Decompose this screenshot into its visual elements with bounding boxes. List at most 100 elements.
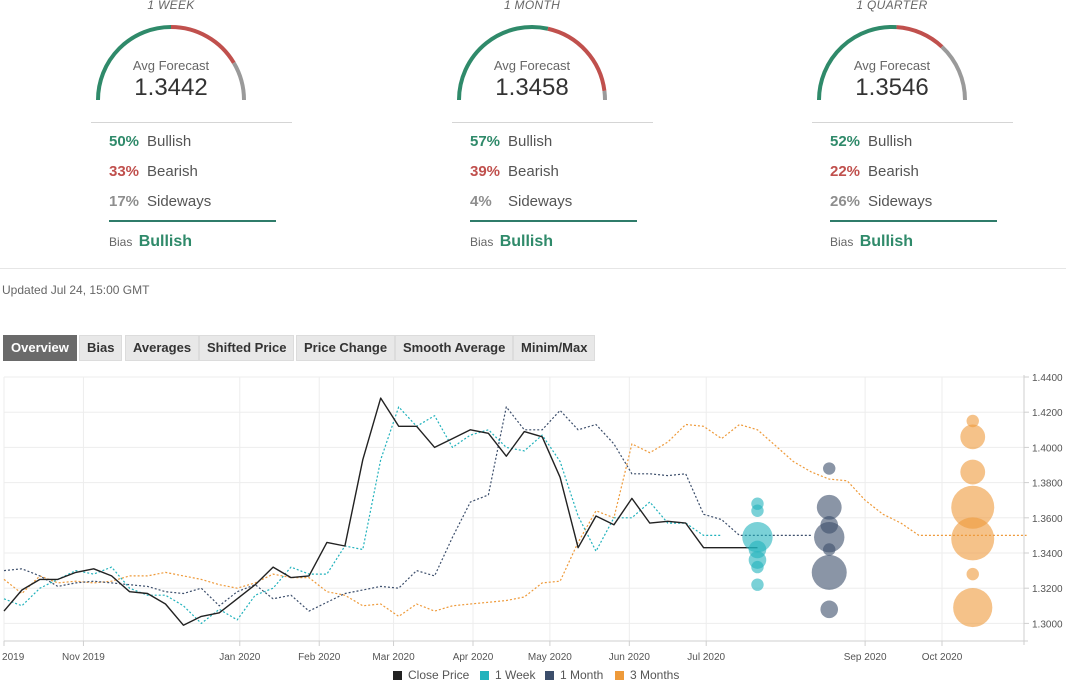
forecast-bubble[interactable] — [751, 504, 764, 517]
panel-title: 1 WEEK — [147, 0, 195, 12]
updated-timestamp: Updated Jul 24, 15:00 GMT — [2, 283, 150, 297]
bearish-pct: 33% — [109, 163, 140, 180]
forecast-bubble[interactable] — [960, 424, 986, 450]
forecast-bubble[interactable] — [966, 567, 979, 581]
panel-divider — [452, 122, 653, 123]
gauge-label: Avg Forecast — [132, 58, 210, 73]
forecast-bubble[interactable] — [820, 600, 839, 619]
grid — [3, 376, 1024, 641]
avg-forecast-value: 1.3442 — [134, 74, 208, 101]
forecast-bubble[interactable] — [951, 517, 995, 561]
gauge-arc-bullish — [457, 25, 549, 101]
panel-title: 1 MONTH — [503, 0, 561, 12]
x-tick-label: Feb 2020 — [298, 652, 341, 663]
forecast-gauge — [96, 25, 246, 101]
bearish-stat: 33% Bearish — [109, 163, 198, 180]
panel-title: 1 QUARTER — [856, 0, 928, 12]
x-tick-label: Mar 2020 — [372, 652, 415, 663]
forecast-bubble[interactable] — [814, 521, 845, 553]
bearish-stat: 22% Bearish — [830, 163, 919, 180]
bias-label: Bias — [109, 235, 133, 249]
y-tick-label: 1.4000 — [1032, 443, 1063, 454]
forecast-chart: 1.3000 1.3200 1.3400 1.3600 1.3800 1.4000 1.42… — [0, 373, 1063, 663]
forecast-bubble[interactable] — [951, 485, 995, 529]
forecast-bubble[interactable] — [823, 462, 836, 475]
tab-averages[interactable]: Averages — [125, 335, 200, 361]
forecast-gauge — [457, 25, 607, 101]
gauge-arc-sideways — [940, 45, 967, 101]
panel-divider — [812, 122, 1013, 123]
tab-minim-max[interactable]: Minim/Max — [513, 335, 596, 361]
x-tick-label: Nov 2019 — [62, 652, 105, 663]
avg-forecast-value: 1.3458 — [495, 74, 569, 101]
tab-price-change[interactable]: Price Change — [296, 335, 396, 361]
bullish-label: Bullish — [868, 133, 913, 150]
series-line-3-months[interactable] — [3, 423, 1027, 617]
forecast-bubble[interactable] — [960, 459, 986, 485]
avg-forecast-value: 1.3546 — [855, 74, 929, 101]
forecast-bubble[interactable] — [816, 494, 842, 520]
gauge-arc-bearish — [896, 25, 944, 49]
forecast-bubble[interactable] — [811, 554, 847, 590]
bias-value: Bullish — [859, 233, 914, 250]
y-tick-label: 1.3800 — [1032, 479, 1063, 490]
legend-swatch — [615, 671, 624, 680]
bullish-stat: 50% Bullish — [109, 133, 191, 150]
forecast-bubble[interactable] — [953, 587, 993, 628]
legend-label: Close Price — [408, 668, 470, 682]
x-tick-label: Sep 2020 — [844, 652, 887, 663]
legend-1-week[interactable]: 1 Week — [480, 668, 535, 682]
gauge-arc-sideways — [232, 61, 246, 101]
forecast-panel-month: 1 MONTH Avg Forecast 1.3458 57% Bullish 3… — [382, 0, 682, 262]
y-tick-label: 1.3200 — [1032, 584, 1063, 595]
sideways-label: Sideways — [508, 193, 573, 210]
series-line-close-price[interactable] — [3, 397, 758, 626]
bullish-stat: 52% Bullish — [830, 133, 912, 150]
tab-overview[interactable]: Overview — [3, 335, 77, 361]
x-tick-label: Oct 2020 — [922, 652, 963, 663]
bias-divider — [109, 220, 276, 222]
tab-shifted-price[interactable]: Shifted Price — [199, 335, 295, 361]
bias: Bias Bullish — [470, 233, 553, 251]
gauge-arc-sideways — [602, 90, 607, 101]
forecast-bubbles-1-month — [811, 462, 847, 619]
forecast-bubbles-3-months — [951, 414, 995, 628]
tab-bias[interactable]: Bias — [79, 335, 123, 361]
forecast-panel-quarter: 1 QUARTER Avg Forecast 1.3546 52% Bullish… — [742, 0, 1042, 262]
forecast-bubble[interactable] — [742, 521, 773, 553]
sideways-pct: 4% — [470, 193, 492, 210]
legend-label: 3 Months — [630, 668, 680, 682]
legend-1-month[interactable]: 1 Month — [545, 668, 603, 682]
bullish-label: Bullish — [147, 133, 192, 150]
x-tick-label: May 2020 — [528, 652, 572, 663]
legend-close-price[interactable]: Close Price — [393, 668, 469, 682]
tab-smooth-average[interactable]: Smooth Average — [395, 335, 514, 361]
sideways-pct: 17% — [109, 193, 140, 210]
series-line-1-month[interactable] — [3, 406, 812, 612]
x-tick-label: Jun 2020 — [609, 652, 651, 663]
legend-swatch — [393, 671, 402, 680]
forecast-bubble[interactable] — [823, 543, 836, 556]
legend-swatch — [480, 671, 489, 680]
bias: Bias Bullish — [109, 233, 192, 251]
sideways-stat: 4% Sideways — [470, 193, 572, 210]
series-line-1-week[interactable] — [3, 406, 722, 624]
legend-label: 1 Month — [560, 668, 604, 682]
bias-value: Bullish — [138, 233, 193, 250]
forecast-bubble[interactable] — [751, 560, 764, 574]
bullish-pct: 50% — [109, 133, 140, 150]
legend-3-months[interactable]: 3 Months — [615, 668, 679, 682]
bearish-label: Bearish — [868, 163, 919, 180]
x-tick-label: Jul 2020 — [687, 652, 725, 663]
bias-divider — [830, 220, 997, 222]
bullish-pct: 57% — [470, 133, 501, 150]
gauge-arc-bearish — [170, 25, 236, 64]
forecast-bubble[interactable] — [966, 414, 979, 428]
gauge-arc-bullish — [817, 25, 897, 101]
bias-label: Bias — [470, 235, 494, 249]
x-tick-label: Apr 2020 — [453, 652, 494, 663]
bearish-pct: 22% — [830, 163, 861, 180]
bullish-stat: 57% Bullish — [470, 133, 552, 150]
bearish-pct: 39% — [470, 163, 501, 180]
forecast-bubble[interactable] — [751, 578, 764, 591]
